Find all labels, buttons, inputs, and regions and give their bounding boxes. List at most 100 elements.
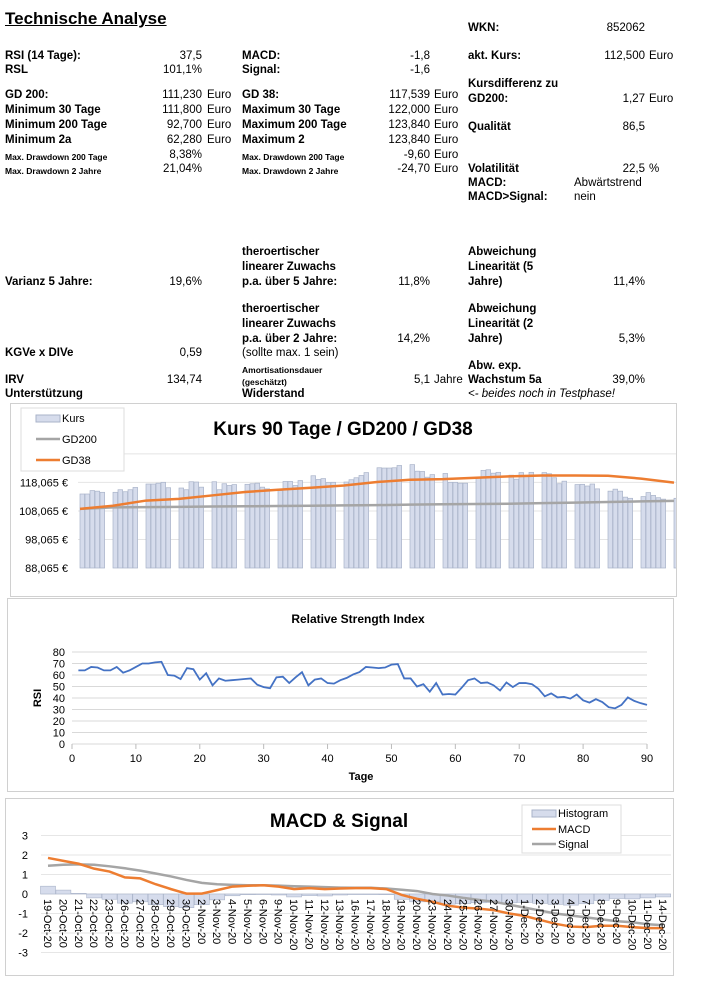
stat-value: 8,38% [169,149,202,161]
stat-value: 122,000 [388,104,430,116]
amort-value: 5,1 [414,374,430,386]
kurs-bar [528,471,534,569]
x-tick-label: 50 [385,753,397,765]
kurs-bar [584,485,590,569]
kurs-bar [574,484,580,569]
kurs-bar [188,481,194,569]
stat-unit: Euro [207,104,232,116]
kurs-bar [490,472,496,569]
kurs-bar [391,467,397,569]
y-tick-label: -3 [18,948,28,960]
kurs-bar [211,481,217,569]
x-tick-label: 4-Dec-20 [564,899,576,944]
irv-label: IRV [5,374,24,386]
kurs-chart-svg: 88,065 € 98,065 € 108,065 € 118,065 € Kurs 9… [19,407,676,575]
stat-label: Max. Drawdown 200 Tage [5,152,108,162]
y-tick-label: 60 [53,670,65,682]
diff-value: 1,27 [622,93,645,105]
kurs-bar [94,490,100,569]
signal-label: Signal: [242,64,281,76]
kurs-bar [660,498,666,569]
histogram-bar [55,889,72,895]
kurs-bar [150,483,156,569]
gd200-line [79,499,675,511]
kurs-bar [216,489,222,569]
kurs-bar [193,481,199,569]
histogram-bar [640,893,656,899]
diff-label-1: Kursdifferenz zu [468,78,559,90]
histogram-bar [101,893,118,900]
histogram-bar [117,893,133,904]
kurs-bar [617,490,623,569]
qual-label: Qualität [468,121,511,133]
x-tick-label: 28-Oct-20 [149,899,161,948]
histogram-bar [209,893,225,901]
irv-value: 134,74 [166,374,202,386]
stat-label: Maximum 2 [242,134,305,146]
stat-value: -24,70 [397,163,430,175]
kurs-bar [84,493,90,569]
kurs-bar [561,480,567,569]
kurs-bar [112,491,118,569]
gd38-line [79,474,675,511]
x-tick-label: 19-Oct-20 [41,899,53,948]
stat-unit: Euro [207,89,232,101]
rsl-label: RSL [5,64,28,76]
x-tick-label: 23-Nov-20 [426,899,438,950]
kurs-bar [226,485,232,569]
x-tick-label: 10-Nov-20 [287,899,299,950]
kurs-bar [640,496,646,569]
kurs-bar [310,475,316,569]
signal-value: -1,6 [410,64,430,76]
kgv-note: (sollte max. 1 sein) [242,347,339,359]
x-tick-label: 20-Oct-20 [56,899,68,948]
y-tick-label: 88,065 € [25,563,68,575]
x-tick-label: 9-Nov-20 [272,899,284,944]
kurs-bar [132,487,138,569]
y-tick-label: -1 [18,909,28,921]
kurs-bar [462,482,468,569]
legend-histogram-swatch [531,809,557,818]
kurs-bar [485,469,491,569]
kurs-bar [419,471,425,569]
histogram-bar [440,893,456,905]
x-tick-label: 10-Dec-20 [625,899,637,950]
histogram-bar [70,893,87,895]
abwexp-label-1: Abw. exp. [468,360,522,372]
stat-label: Max. Drawdown 2 Jahre [242,166,339,176]
y-tick-label: 2 [22,850,28,862]
kurs-bar [145,483,151,569]
macd-chart: -3 -2 -1 0 1 2 3 19-Oct-20 20-Oct-20 21-Oct-20 22-… [5,798,674,976]
stat-unit: Euro [207,119,232,131]
y-tick-label: 108,065 € [19,506,68,518]
macd-line [47,856,664,930]
abw5-value: 11,4% [613,276,645,288]
kurs-bar [127,489,133,569]
macd-value: -1,8 [410,50,430,62]
histogram-bar [547,893,564,905]
x-tick-label: 18-Nov-20 [379,899,391,950]
x-tick-label: 40 [321,753,333,765]
y-tick-label: 30 [53,705,65,717]
amort-label-1: Amortisationsdauer [242,365,323,375]
histogram-bar [363,893,379,895]
x-tick-label: 70 [513,753,525,765]
kurs-bar [452,481,458,569]
kurs-bar [165,487,171,569]
x-tick-label: 1-Dec-20 [518,899,530,944]
zuwachs2-value: 14,2% [397,333,430,345]
abw2-label-2: Linearität (2 [468,318,534,330]
kgv-value: 0,59 [179,347,202,359]
abw5-label-2: Linearität (5 [468,261,534,273]
stat-label: Minimum 200 Tage [5,119,108,131]
kurs-bar [607,490,613,569]
stat-value: 21,04% [162,163,202,175]
rsi-value: 37,5 [179,50,202,62]
vol-label: Volatilität [468,163,519,175]
kurs-bar [523,475,529,569]
histogram-bar [86,893,102,899]
kurs-bar [396,465,402,569]
stat-value: 123,840 [388,119,430,131]
diff-unit: Euro [649,93,674,105]
